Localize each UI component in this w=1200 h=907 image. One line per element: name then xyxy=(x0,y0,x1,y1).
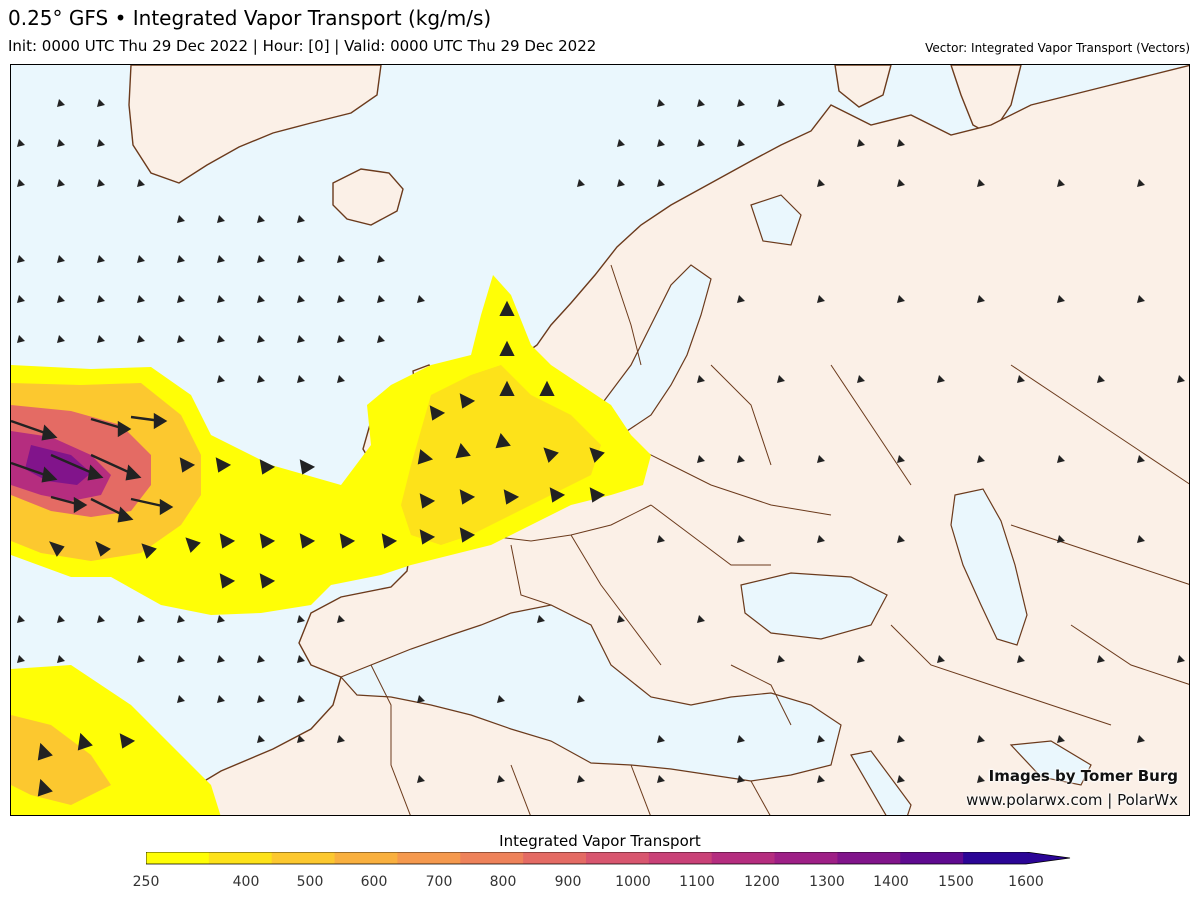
weak-vector-arrows xyxy=(17,99,1185,783)
credit-website: www.polarwx.com | PolarWx xyxy=(966,791,1178,809)
colorbar-tick-label: 1300 xyxy=(809,874,845,890)
colorbar-tick-label: 800 xyxy=(489,874,517,890)
colorbar-segment xyxy=(900,852,964,864)
strong-vector-arrows xyxy=(11,412,174,523)
colorbar-tick-label: 1000 xyxy=(615,874,651,890)
map-title: 0.25° GFS • Integrated Vapor Transport (… xyxy=(8,6,492,30)
mediterranean-sea xyxy=(339,604,842,782)
colorbar-tick-label: 400 xyxy=(232,874,260,890)
ivt-vectors xyxy=(11,99,1185,797)
colorbar-segment xyxy=(963,852,1027,864)
colorbar-segment xyxy=(460,852,524,864)
colorbar-segment xyxy=(837,852,901,864)
colorbar-segment xyxy=(648,852,713,864)
credit-author: Images by Tomer Burg xyxy=(988,767,1178,785)
colorbar-tick-label: 1200 xyxy=(744,874,780,890)
caspian-sea xyxy=(950,488,1028,646)
white-sea xyxy=(750,194,802,246)
colorbar-segment xyxy=(334,852,398,864)
greenland-land xyxy=(128,65,382,184)
colorbar-segment xyxy=(208,852,273,864)
colorbar-segment xyxy=(586,852,650,864)
map-subtitle: Init: 0000 UTC Thu 29 Dec 2022 | Hour: [… xyxy=(8,37,597,55)
colorbar-tick-label: 1100 xyxy=(679,874,715,890)
colorbar-tick-label: 500 xyxy=(296,874,324,890)
persian-gulf xyxy=(1009,740,1092,786)
map-panel[interactable] xyxy=(10,64,1190,816)
colorbar-segment xyxy=(774,852,838,864)
colorbar-tick-label: 1600 xyxy=(1008,874,1044,890)
colorbar-segment xyxy=(523,852,587,864)
colorbar-title: Integrated Vapor Transport xyxy=(499,832,701,850)
vector-legend-note: Vector: Integrated Vapor Transport (Vect… xyxy=(925,41,1190,55)
colorbar-segment xyxy=(397,852,461,864)
colorbar-segment xyxy=(271,852,336,864)
colorbar-tick-label: 250 xyxy=(132,874,160,890)
map-canvas xyxy=(11,65,1189,815)
colorbar xyxy=(146,852,1071,865)
colorbar-tick-label: 1400 xyxy=(873,874,909,890)
black-sea xyxy=(740,572,888,640)
colorbar-outline xyxy=(146,852,1071,865)
colorbar-extend-arrow xyxy=(1026,852,1070,864)
red-sea xyxy=(850,750,912,815)
colorbar-tick-label: 1500 xyxy=(938,874,974,890)
colorbar-tick-label: 900 xyxy=(554,874,582,890)
iceland-land xyxy=(332,168,404,226)
colorbar-tick-label: 700 xyxy=(425,874,453,890)
colorbar-tick-label: 600 xyxy=(360,874,388,890)
colorbar-segment xyxy=(711,852,776,864)
medium-vector-arrows xyxy=(37,300,606,797)
colorbar-segment xyxy=(146,852,210,864)
country-borders xyxy=(370,264,1189,815)
